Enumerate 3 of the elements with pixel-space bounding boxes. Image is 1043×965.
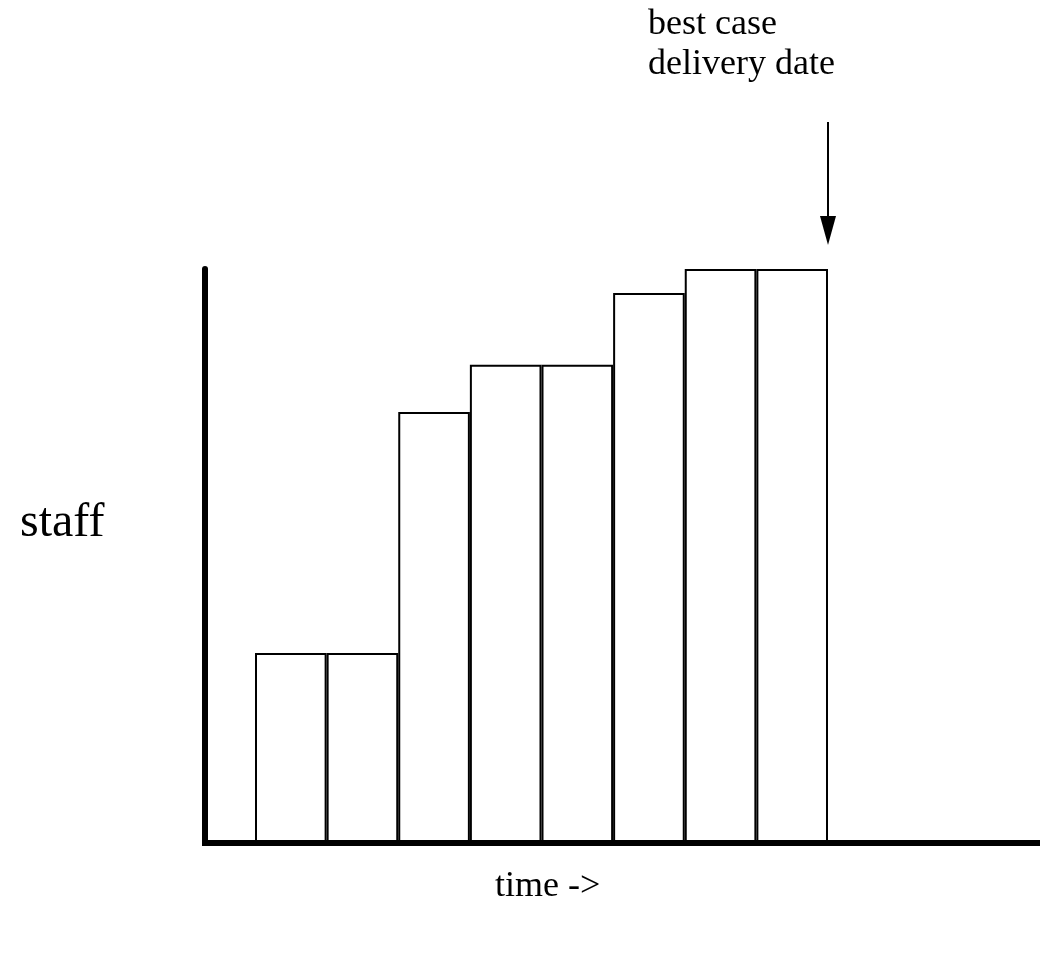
y-axis-title: staff xyxy=(20,492,105,546)
x-axis-title: time -> xyxy=(495,864,601,904)
text: best case delivery date xyxy=(648,2,835,82)
